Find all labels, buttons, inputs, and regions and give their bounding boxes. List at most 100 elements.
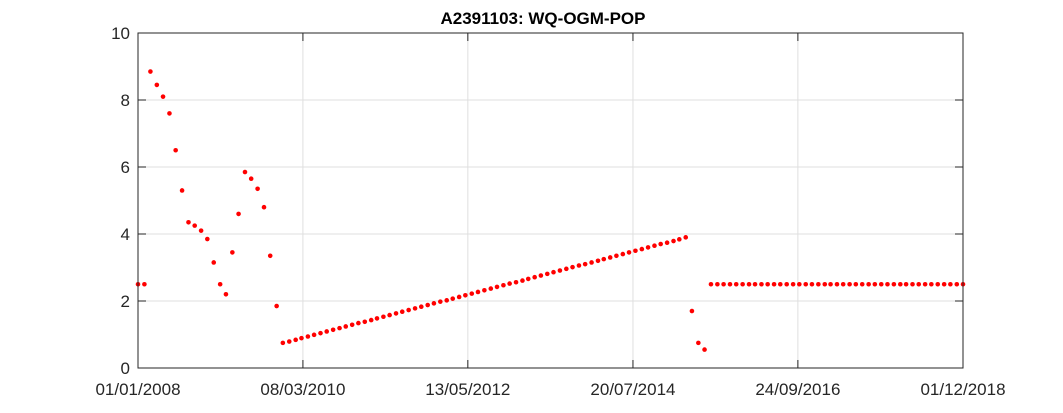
data-point (368, 317, 374, 323)
axes-box (137, 32, 964, 369)
data-point (878, 281, 884, 287)
y-tick-label: 2 (121, 292, 130, 311)
data-point (349, 322, 355, 328)
data-point (834, 281, 840, 287)
data-point (866, 281, 871, 287)
data-point (595, 258, 601, 264)
data-point (525, 276, 531, 282)
data-point (418, 304, 424, 309)
data-point (903, 281, 909, 287)
data-point (847, 281, 852, 287)
data-point (412, 306, 418, 311)
data-point (910, 281, 915, 287)
data-point (570, 264, 575, 270)
chart-title: A2391103: WQ-OGM-POP (440, 9, 645, 28)
data-point (488, 286, 494, 291)
data-point (652, 243, 657, 249)
data-point (954, 281, 960, 287)
data-point (160, 94, 166, 99)
data-point (551, 269, 556, 275)
data-point (683, 235, 689, 240)
data-point (192, 223, 197, 228)
data-point (784, 281, 790, 287)
data-point (211, 260, 217, 265)
data-point (167, 111, 172, 116)
data-point (293, 337, 298, 343)
data-point (324, 329, 330, 334)
data-point (286, 339, 292, 344)
data-point (507, 281, 512, 286)
y-tick-label: 8 (121, 91, 130, 110)
data-point (872, 281, 878, 287)
x-tick-label: 08/03/2010 (260, 380, 345, 399)
data-point (898, 281, 903, 287)
data-point (406, 307, 411, 313)
data-point (721, 281, 726, 287)
data-point (614, 253, 619, 259)
data-point (318, 330, 323, 336)
data-point (242, 169, 248, 175)
data-point (828, 281, 833, 287)
data-point (929, 281, 934, 287)
data-point (677, 237, 682, 242)
data-point (708, 281, 714, 287)
data-point (261, 204, 267, 210)
data-point (217, 281, 223, 287)
data-point (387, 312, 392, 318)
data-point (431, 301, 437, 306)
data-point (589, 260, 594, 265)
data-point (752, 281, 758, 287)
data-point (223, 292, 229, 297)
data-point (186, 219, 191, 225)
data-point (205, 236, 210, 242)
data-point (343, 324, 349, 329)
data-point (544, 271, 550, 277)
data-point (311, 332, 317, 338)
data-point (626, 250, 632, 255)
data-point (664, 240, 670, 246)
data-point (154, 82, 160, 88)
data-point (564, 266, 569, 272)
data-point (885, 281, 890, 287)
data-point (859, 281, 865, 287)
data-point (689, 308, 695, 314)
data-point (274, 303, 279, 309)
data-point (538, 273, 544, 278)
y-tick-label: 0 (121, 359, 130, 378)
data-point (330, 327, 336, 333)
data-point (797, 281, 802, 287)
data-point (337, 325, 342, 331)
data-point (816, 281, 821, 287)
data-point (532, 274, 537, 280)
data-point (601, 256, 607, 262)
data-point (671, 238, 676, 244)
data-point (803, 281, 809, 287)
data-point (267, 253, 273, 259)
data-point (230, 250, 235, 255)
data-point (469, 291, 475, 296)
data-point (255, 186, 260, 192)
data-point (179, 188, 185, 193)
x-tick-label: 01/01/2008 (95, 380, 180, 399)
data-point (922, 281, 928, 287)
data-point (765, 281, 770, 287)
data-point (658, 241, 663, 247)
plot-area (138, 33, 963, 368)
data-point (759, 281, 764, 287)
data-point (935, 281, 941, 287)
data-point (299, 335, 304, 341)
data-point (822, 281, 828, 287)
axis-ticks: 01/01/2008 08/03/2010 13/05/2012 20/07/2014… (95, 24, 1005, 399)
data-point (482, 287, 487, 293)
data-point (494, 284, 500, 290)
data-point (771, 281, 777, 287)
data-point (702, 347, 707, 352)
data-point (746, 281, 752, 287)
data-point (639, 246, 645, 252)
data-point (444, 298, 450, 303)
data-point (696, 340, 701, 346)
y-tick-label: 10 (111, 24, 130, 43)
data-point (305, 334, 311, 339)
x-tick-label: 13/05/2012 (425, 380, 510, 399)
